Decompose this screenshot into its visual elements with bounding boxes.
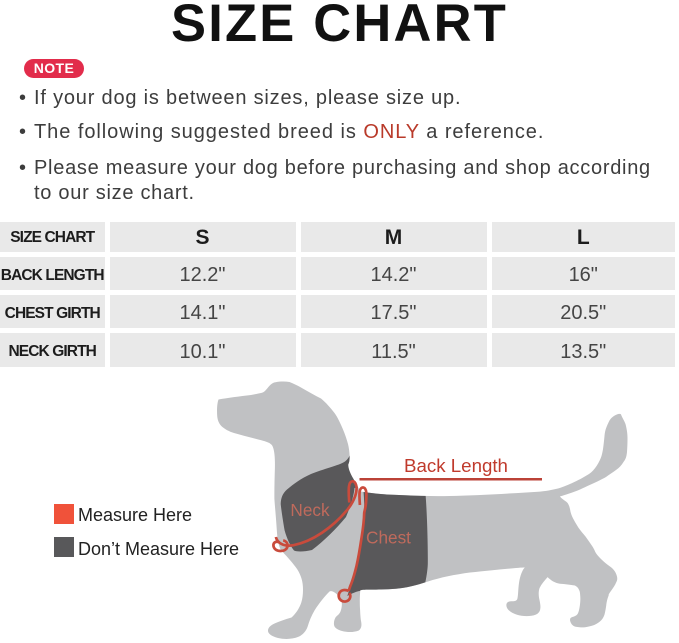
svg-text:Back Length: Back Length — [404, 455, 508, 476]
svg-text:Chest: Chest — [366, 528, 411, 548]
svg-text:Neck: Neck — [290, 500, 330, 520]
